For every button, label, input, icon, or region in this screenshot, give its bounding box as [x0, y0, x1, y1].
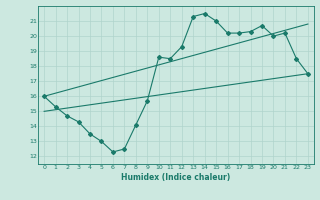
X-axis label: Humidex (Indice chaleur): Humidex (Indice chaleur)	[121, 173, 231, 182]
